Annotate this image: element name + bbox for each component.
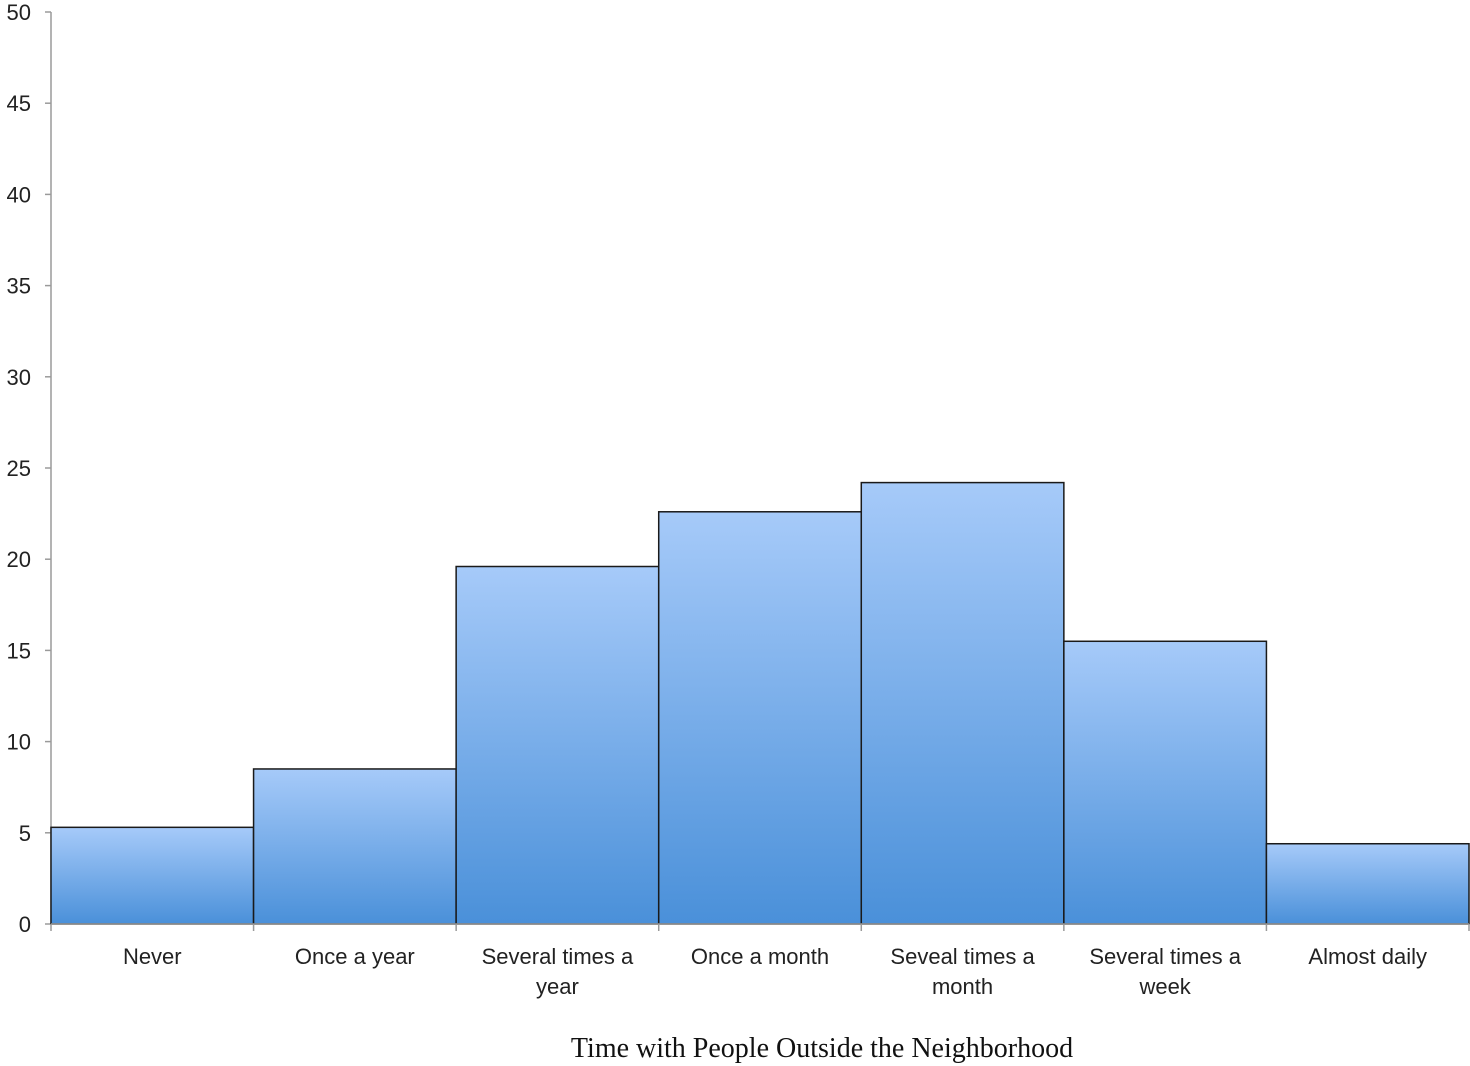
bars <box>50 481 1470 925</box>
bar <box>1265 842 1470 925</box>
bar <box>455 565 660 925</box>
x-axis: Never Once a year Several times a year Once … <box>50 923 1470 999</box>
bar <box>860 481 1065 925</box>
x-tick-label-line: week <box>1138 974 1191 999</box>
x-axis-title: Time with People Outside the Neighborhoo… <box>571 1033 1073 1064</box>
bar <box>50 826 255 925</box>
y-tick-label: 50 <box>7 0 31 25</box>
y-tick-label: 45 <box>7 91 31 116</box>
x-tick-label: Once a month <box>691 944 829 969</box>
y-tick-label: 40 <box>7 182 31 207</box>
y-tick-label: 20 <box>7 547 31 572</box>
x-tick-label: Once a year <box>295 944 415 969</box>
y-axis: 0 5 10 15 20 25 30 35 40 45 50 <box>7 0 52 937</box>
y-tick-label: 30 <box>7 365 31 390</box>
y-tick-label: 5 <box>19 821 31 846</box>
x-tick-label-line: Once a month <box>691 944 829 969</box>
x-tick-label: Almost daily <box>1308 944 1427 969</box>
y-tick-label: 25 <box>7 456 31 481</box>
x-tick-label: Several times a week <box>1089 944 1241 999</box>
y-tick-label: 35 <box>7 274 31 299</box>
x-tick-label-line: month <box>932 974 993 999</box>
x-tick-label-line: Once a year <box>295 944 415 969</box>
bar <box>252 768 457 925</box>
x-tick-label: Several times a year <box>482 944 634 999</box>
x-tick-label-line: year <box>536 974 579 999</box>
bar <box>1063 640 1268 925</box>
y-tick-label: 15 <box>7 638 31 663</box>
bar <box>657 511 863 925</box>
y-tick-label: 0 <box>19 912 31 937</box>
x-tick-label-line: Seveal times a <box>890 944 1035 969</box>
x-tick-label-line: Several times a <box>482 944 634 969</box>
y-tick-label: 10 <box>7 730 31 755</box>
x-tick-label: Seveal times a month <box>890 944 1035 999</box>
x-tick-label-line: Never <box>123 944 182 969</box>
x-tick-label-line: Almost daily <box>1308 944 1427 969</box>
x-tick-label-line: Several times a <box>1089 944 1241 969</box>
x-tick-label: Never <box>123 944 182 969</box>
